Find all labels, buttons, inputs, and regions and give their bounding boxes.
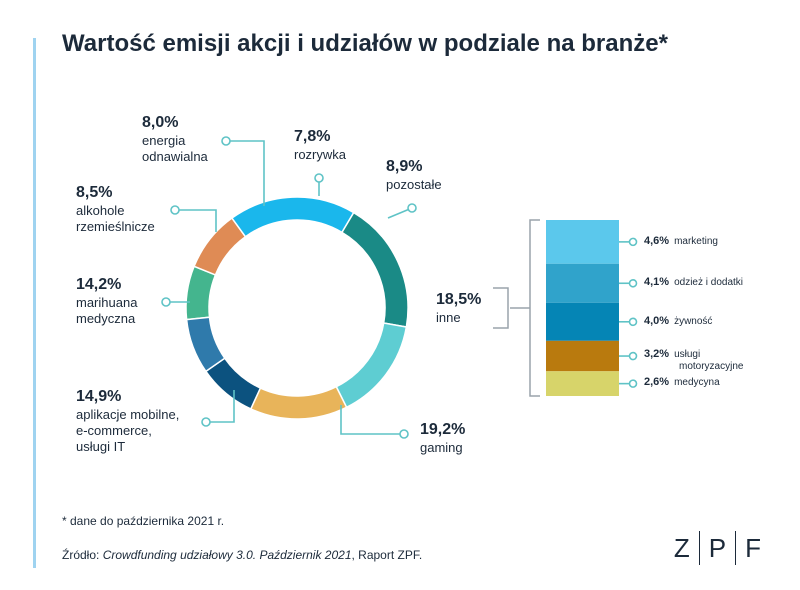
bar-value: 4,6% <box>644 235 670 247</box>
breakdown-bar-zywnosc <box>546 302 619 341</box>
slice-name-line: alkohole <box>76 203 125 218</box>
slice-name-line: rzemieślnicze <box>76 219 155 234</box>
breakdown-bracket <box>529 219 540 397</box>
slice-label-pozostale: 8,9% pozostałe <box>386 157 442 193</box>
logo-letter: P <box>708 532 727 563</box>
slice-value: 14,2% <box>76 276 122 293</box>
slice-label-inne: 18,5% inne <box>436 290 481 326</box>
slice-name-line: marihuana <box>76 295 138 310</box>
slice-label-energia: 8,0% energia odnawialna <box>142 113 208 165</box>
bar-name: odzież i dodatki <box>674 277 744 288</box>
slice-value: 14,9% <box>76 388 122 405</box>
breakdown-bar-odziez <box>546 263 619 303</box>
inne-bracket <box>493 287 509 329</box>
bar-label-zywnosc: 4,0% żywność <box>644 315 712 328</box>
donut-slice-energia <box>185 316 226 373</box>
slice-label-gaming: 19,2% gaming <box>420 420 465 456</box>
slice-name-line: odnawialna <box>142 149 208 164</box>
connector-dot-pozostale <box>407 203 417 213</box>
connector-dot-energia <box>221 136 231 146</box>
accent-line <box>33 38 36 568</box>
slice-value: 8,0% <box>142 114 179 131</box>
breakdown-dot-uslugi-motoryzacyjne <box>628 351 638 361</box>
donut-slice-inne <box>230 196 355 238</box>
source-note: Źródło: Crowdfunding udziałowy 3.0. Paźd… <box>62 548 422 562</box>
zpf-logo: Z P F <box>665 531 770 565</box>
slice-name-line: aplikacje mobilne, <box>76 407 180 422</box>
bar-name: żywność <box>674 316 713 327</box>
slice-value: 19,2% <box>420 421 466 438</box>
connector-dot-aplikacje <box>201 417 211 427</box>
slice-name: gaming <box>420 440 463 455</box>
donut-slice-gaming <box>340 211 409 328</box>
bar-value: 2,6% <box>644 376 670 388</box>
slice-name-line: medyczna <box>76 311 136 326</box>
breakdown-bar-marketing <box>546 220 619 264</box>
logo-letter: F <box>745 532 761 563</box>
connector-dot-marihuana <box>161 297 171 307</box>
connector-dot-rozrywka <box>314 173 324 183</box>
source-suffix: , Raport ZPF. <box>351 548 423 562</box>
connector-line-aplikacje <box>206 390 235 423</box>
bar-label-medycyna: 2,6% medycyna <box>644 376 720 389</box>
bar-label-uslugi-motoryzacyjne: 3,2% usługi motoryzacyjne <box>644 348 743 373</box>
slice-name-line: usługi IT <box>76 439 126 454</box>
donut-slice-marihuana <box>249 385 348 420</box>
source-title: Crowdfunding udziałowy 3.0. Październik … <box>102 548 352 562</box>
breakdown-dot-marketing <box>628 237 638 247</box>
slice-name-line: e-commerce, <box>76 423 152 438</box>
slice-name-line: energia <box>142 133 186 148</box>
breakdown-dot-zywnosc <box>628 317 638 327</box>
bar-value: 4,0% <box>644 315 670 327</box>
slice-name: rozrywka <box>294 147 347 162</box>
breakdown-dot-medycyna <box>628 379 638 388</box>
footnote: * dane do października 2021 r. <box>62 514 225 528</box>
donut-slice-aplikacje <box>335 322 408 409</box>
connector-line-gaming <box>340 405 404 435</box>
slice-name: inne <box>436 310 461 325</box>
source-prefix: Źródło: <box>62 548 103 562</box>
slice-label-rozrywka: 7,8% rozrywka <box>294 127 346 163</box>
slice-label-alkohole: 8,5% alkohole rzemieślnicze <box>76 183 155 235</box>
slice-value: 7,8% <box>294 128 331 145</box>
slice-value: 8,5% <box>76 184 113 201</box>
slice-value: 8,9% <box>386 158 423 175</box>
chart-title: Wartość emisji akcji i udziałów w podzia… <box>62 30 668 57</box>
logo-divider <box>698 531 700 565</box>
bar-value: 4,1% <box>644 276 670 288</box>
slice-label-marihuana: 14,2% marihuana medyczna <box>76 275 137 327</box>
logo-divider <box>735 531 737 565</box>
bar-name-line: motoryzacyjne <box>679 361 744 372</box>
bar-name: medycyna <box>674 377 720 388</box>
bar-name: marketing <box>674 236 718 247</box>
connector-line-alkohole <box>175 209 217 232</box>
bar-label-marketing: 4,6% marketing <box>644 235 718 248</box>
slice-value: 18,5% <box>436 291 482 308</box>
breakdown-bar-medycyna <box>546 371 619 396</box>
logo-letter: Z <box>673 532 690 563</box>
slice-label-aplikacje: 14,9% aplikacje mobilne, e-commerce, usł… <box>76 387 179 455</box>
donut-slice-rozrywka <box>185 265 217 321</box>
breakdown-bar-uslugi-motoryzacyjne <box>546 340 619 372</box>
bar-name-line: usługi <box>674 349 701 360</box>
connector-dot-alkohole <box>170 205 180 215</box>
connector-line-energia <box>226 140 265 206</box>
bar-value: 3,2% <box>644 348 670 360</box>
bar-label-odziez: 4,1% odzież i dodatki <box>644 276 743 289</box>
breakdown-dot-odziez <box>628 278 638 288</box>
connector-dot-gaming <box>399 429 409 439</box>
slice-name: pozostałe <box>386 177 442 192</box>
